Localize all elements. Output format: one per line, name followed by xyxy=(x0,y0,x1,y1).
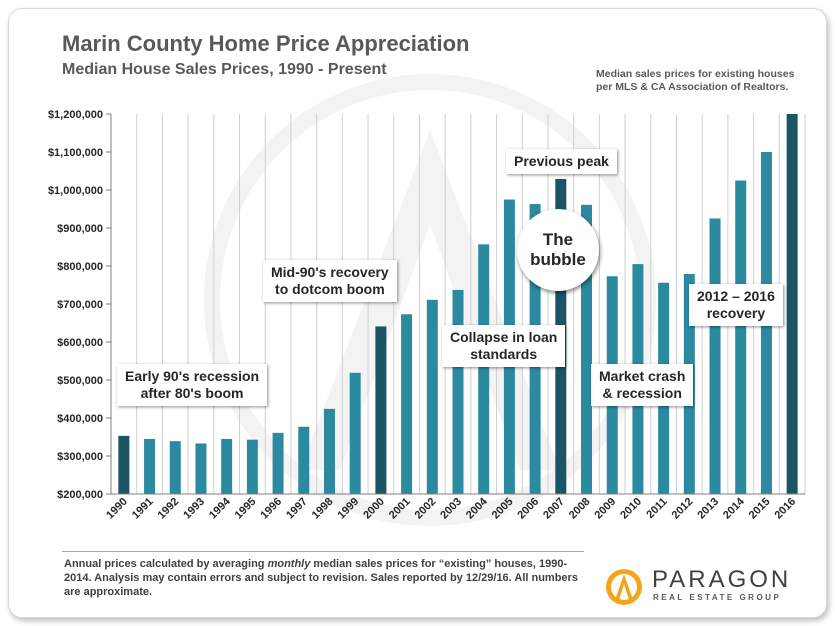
bar-2001 xyxy=(401,314,413,494)
annotation-market-crash: Market crash & recession xyxy=(591,364,694,406)
bar-1993 xyxy=(195,443,207,494)
annotation-previous-peak-label: Previous peak xyxy=(514,153,609,169)
x-tick-label: 2007 xyxy=(541,496,567,522)
bar-1999 xyxy=(349,372,361,494)
y-tick-label: $600,000 xyxy=(57,337,103,349)
x-tick-label: 1992 xyxy=(156,496,182,522)
bar-2016 xyxy=(786,114,798,494)
annotation-early-90s: Early 90's recession after 80's boom xyxy=(117,364,268,406)
annotation-early-90s-line-1: Early 90's recession xyxy=(125,368,260,384)
y-tick-label: $400,000 xyxy=(57,413,103,425)
bar-2008 xyxy=(581,204,593,494)
annotation-mid-90s-line-1: Mid-90's recovery xyxy=(271,264,389,280)
annotation-recovery-line-2: recovery xyxy=(706,305,766,321)
bar-1996 xyxy=(272,432,284,494)
y-tick-label: $1,000,000 xyxy=(48,185,103,197)
source-note-line-2: per MLS & CA Association of Realtors. xyxy=(596,81,789,93)
x-tick-label: 2014 xyxy=(721,495,747,521)
x-tick-label: 1997 xyxy=(284,496,310,522)
bar-2004 xyxy=(478,244,490,494)
footnote: Annual prices calculated by averaging mo… xyxy=(64,557,594,599)
x-tick-label: 2011 xyxy=(644,496,669,521)
x-tick-label: 1994 xyxy=(207,495,233,521)
x-tick-label: 2009 xyxy=(593,496,619,522)
bar-2002 xyxy=(426,299,438,494)
x-tick-label: 2010 xyxy=(618,496,644,522)
annotation-previous-peak: Previous peak xyxy=(506,149,617,174)
annotation-market-crash-line-1: Market crash xyxy=(599,368,686,384)
x-tick-label: 2013 xyxy=(695,496,721,522)
bar-1992 xyxy=(169,441,181,494)
x-tick-label: 1993 xyxy=(181,496,207,522)
annotation-bubble-line-1: The xyxy=(542,230,574,249)
annotation-collapse-line-2: standards xyxy=(470,346,538,362)
footnote-part-2: median sales prices for “existing” house… xyxy=(64,558,578,598)
annotation-mid-90s-line-2: to dotcom boom xyxy=(275,281,385,297)
annotation-bubble: The bubble xyxy=(517,209,599,291)
footnote-part-1: Annual prices calculated by averaging xyxy=(64,558,268,570)
x-tick-label: 1995 xyxy=(233,496,259,522)
annotation-recovery: 2012 – 2016 recovery xyxy=(689,284,783,326)
x-tick-label: 1990 xyxy=(104,496,130,522)
bar-2003 xyxy=(452,289,464,494)
bar-1997 xyxy=(298,426,310,494)
source-note: Median sales prices for existing houses … xyxy=(596,68,794,94)
annotation-mid-90s: Mid-90's recovery to dotcom boom xyxy=(263,260,397,302)
chart-subtitle: Median House Sales Prices, 1990 - Presen… xyxy=(62,61,387,78)
footer-divider xyxy=(62,551,584,552)
bar-2014 xyxy=(735,180,747,494)
annotation-collapse-line-1: Collapse in loan xyxy=(450,329,558,345)
annotation-recovery-line-1: 2012 – 2016 xyxy=(697,288,775,304)
bar-1991 xyxy=(144,438,156,494)
bar-1995 xyxy=(246,439,258,494)
y-axis: $200,000 $300,000 $400,000 $500,000 $600,000… xyxy=(48,109,112,501)
x-tick-label: 2012 xyxy=(670,496,696,522)
x-tick-label: 2016 xyxy=(772,496,798,522)
bar-1990 xyxy=(118,435,130,494)
bar-1998 xyxy=(323,408,335,494)
bar-2000 xyxy=(375,326,387,494)
y-tick-label: $700,000 xyxy=(57,299,103,311)
logo-name: PARAGON xyxy=(652,566,792,593)
x-tick-label: 1996 xyxy=(258,496,284,522)
watermark-logo xyxy=(204,74,656,526)
y-tick-label: $1,200,000 xyxy=(48,109,103,121)
bar-1994 xyxy=(221,438,233,494)
annotation-early-90s-line-2: after 80's boom xyxy=(140,385,244,401)
x-tick-label: 1991 xyxy=(130,496,156,522)
chart-title: Marin County Home Price Appreciation xyxy=(62,31,470,56)
source-note-line-1: Median sales prices for existing houses xyxy=(596,68,795,80)
annotation-market-crash-line-2: & recession xyxy=(602,385,682,401)
y-tick-label: $500,000 xyxy=(57,375,103,387)
logo-tagline: REAL ESTATE GROUP xyxy=(653,593,782,602)
y-tick-label: $900,000 xyxy=(57,223,103,235)
x-tick-label: 2015 xyxy=(747,496,773,522)
y-tick-label: $200,000 xyxy=(57,489,103,501)
bar-2013 xyxy=(709,218,721,494)
annotation-bubble-line-2: bubble xyxy=(530,250,586,269)
paragon-logo-icon xyxy=(606,569,642,605)
annotation-collapse: Collapse in loan standards xyxy=(442,325,566,367)
y-tick-label: $1,100,000 xyxy=(48,147,103,159)
footnote-italic: monthly xyxy=(267,558,311,570)
y-tick-label: $300,000 xyxy=(57,451,103,463)
y-tick-label: $800,000 xyxy=(57,261,103,273)
x-tick-label: 2008 xyxy=(567,496,593,522)
